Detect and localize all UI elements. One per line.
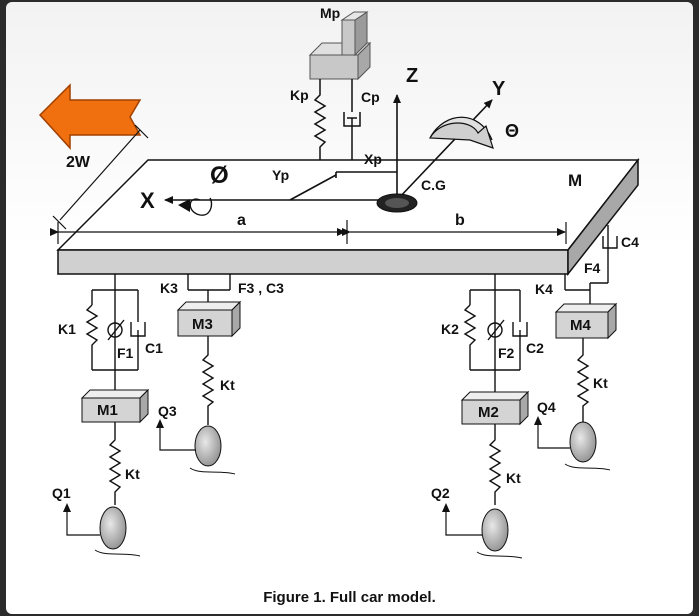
car-body-m	[56, 157, 640, 277]
roll-rotation-arrow	[178, 197, 213, 216]
label-cp: Cp	[361, 89, 380, 105]
unsprung-mass-m4	[554, 302, 618, 340]
label-z-axis: Z	[406, 65, 418, 87]
label-kp: Kp	[290, 87, 309, 103]
label-k3: K3	[160, 280, 178, 296]
label-q3: Q3	[158, 403, 177, 419]
label-phi: Ø	[210, 162, 229, 189]
label-b: b	[455, 212, 465, 229]
label-f4: F4	[584, 260, 601, 276]
label-k4: K4	[535, 281, 553, 297]
label-kt-m4: Kt	[593, 375, 608, 391]
tire-1	[63, 503, 141, 557]
label-q2: Q2	[431, 485, 450, 501]
label-a: a	[237, 212, 246, 229]
figure-caption: Figure 1. Full car model.	[263, 589, 436, 606]
label-kt-m3: Kt	[220, 377, 235, 393]
label-mp: Mp	[320, 5, 340, 21]
pitch-rotation-arrow	[429, 116, 494, 149]
suspension-4	[564, 225, 618, 422]
unsprung-mass-m1	[80, 388, 150, 424]
coordinate-axes	[164, 94, 493, 204]
unsprung-mass-m3	[176, 300, 242, 338]
label-m1: M1	[97, 402, 118, 419]
label-f2: F2	[498, 345, 515, 361]
load-arrow-2w	[38, 83, 142, 150]
label-yp: Yp	[272, 167, 289, 183]
label-cg: C.G	[421, 177, 446, 193]
suspension-2	[463, 274, 528, 505]
suspension-1	[85, 274, 146, 505]
tire-2	[442, 503, 523, 559]
label-theta: Θ	[505, 121, 519, 141]
label-c2: C2	[526, 340, 544, 356]
label-x-axis: X	[140, 188, 155, 213]
label-m4: M4	[570, 317, 591, 334]
label-q1: Q1	[52, 485, 71, 501]
label-k1: K1	[58, 321, 76, 337]
label-c4: C4	[621, 234, 639, 250]
tire-4	[534, 416, 611, 471]
center-of-gravity	[376, 193, 418, 213]
label-2w: 2W	[66, 154, 91, 171]
label-kt-m2: Kt	[506, 470, 521, 486]
label-y-axis: Y	[492, 78, 506, 100]
tire-3	[156, 419, 236, 475]
label-f1: F1	[117, 345, 134, 361]
width-dimension	[52, 124, 149, 230]
label-body-mass: M	[568, 171, 582, 190]
passenger-mass-mp	[308, 11, 372, 81]
label-m3: M3	[192, 316, 213, 333]
label-k2: K2	[441, 321, 459, 337]
suspension-3	[187, 274, 231, 425]
label-f3-c3: F3 , C3	[238, 280, 284, 296]
length-dimension	[50, 220, 567, 244]
label-m2: M2	[478, 404, 499, 421]
label-xp: Xp	[364, 151, 382, 167]
label-kt-m1: Kt	[125, 466, 140, 482]
unsprung-mass-m2	[460, 390, 530, 426]
label-q4: Q4	[537, 399, 556, 415]
label-c1: C1	[145, 340, 163, 356]
